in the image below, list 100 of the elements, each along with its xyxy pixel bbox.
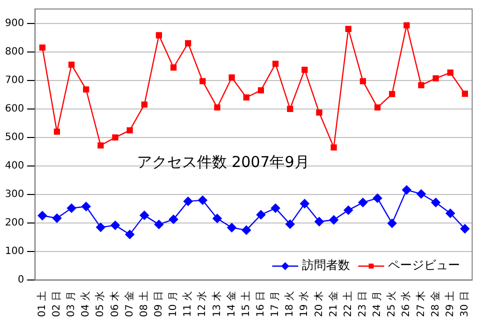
x-tick-label: 13 木 [210,291,223,318]
point [212,214,222,224]
point [432,75,439,82]
point [170,64,177,71]
point [66,204,76,213]
point [68,62,75,68]
x-tick-label: 07 金 [123,291,136,318]
point [462,90,468,97]
x-tick-label: 15 土 [240,291,252,318]
point [168,214,178,224]
x-tick-label: 02 日 [52,291,63,318]
point [270,204,280,213]
y-tick-label: 800 [4,46,24,58]
point [329,215,338,224]
x-tick-label: 27 木 [414,291,427,318]
x-tick-label: 21 金 [327,291,340,318]
x-tick-label: 24 月 [372,291,384,318]
point [110,220,120,230]
point [54,128,60,135]
point [126,127,133,134]
point [83,86,90,93]
point [431,198,440,208]
point [285,220,295,229]
y-tick-label: 500 [4,132,24,144]
x-tick-label: 11 火 [182,291,194,318]
y-tick-label: 900 [4,18,24,29]
point [154,220,164,230]
point [316,110,322,116]
point [402,185,412,195]
x-tick-label: 08 土 [138,291,150,318]
y-tick-label: 200 [4,218,24,229]
point [228,74,235,81]
point [183,196,193,206]
point [387,218,397,228]
point [344,206,353,215]
point [314,216,324,226]
x-tick-label: 28 金 [429,291,442,318]
point [447,70,454,76]
point [227,222,236,232]
point [374,104,381,111]
y-tick-label: 400 [4,160,24,172]
x-tick-label: 29 土 [444,291,456,318]
point [300,199,310,208]
y-tick-label: 700 [4,74,24,86]
point [286,106,294,112]
x-tick-label: 23 日 [358,291,369,318]
point [256,210,266,220]
x-tick-label: 03 月 [66,291,78,318]
point [39,44,46,51]
x-tick-label: 18 火 [284,291,296,318]
x-tick-label: 06 木 [108,291,121,318]
point [200,78,206,84]
x-tick-label: 17 月 [270,291,282,318]
x-tick-label: 30 日 [460,291,471,318]
point [360,78,366,84]
x-tick-label: 10 月 [168,291,180,318]
x-tick-label: 26 水 [400,291,412,318]
point [38,211,47,220]
point [112,134,118,140]
point [372,194,382,203]
y-tick-label: 0 [18,274,24,286]
x-tick-label: 14 金 [225,291,238,318]
point [140,210,149,220]
point [156,32,162,38]
x-tick-label: 16 日 [256,291,267,318]
legend-label: ページビュー [388,258,460,272]
point [98,142,104,148]
point [185,40,192,46]
y-tick-label: 100 [4,246,24,258]
x-tick-label: 04 火 [80,291,92,318]
text: アクセス件数 2007年9月 [136,152,310,171]
point [258,87,264,94]
y-tick-label: 300 [4,189,24,200]
point [418,82,424,88]
x-tick-label: 25 火 [386,291,398,318]
x-tick-label: 09 日 [154,291,165,318]
x-tick-label: 20 木 [312,291,325,318]
x-tick-label: 01 土 [36,291,48,318]
point [242,226,251,235]
legend-label: 訪問者数 [302,258,350,272]
x-tick-label: 12 水 [196,291,208,318]
point [272,60,279,67]
point [141,102,148,108]
point [388,90,396,98]
point [358,198,368,208]
point [96,222,106,232]
point [460,224,470,234]
x-tick-label: 22 土 [342,291,354,318]
point [404,22,410,28]
x-tick-label: 19 水 [298,291,310,318]
point [243,94,250,101]
x-tick-label: 05 水 [94,291,106,318]
point [302,66,308,73]
point [416,189,426,199]
point [81,202,91,212]
point [52,214,62,223]
point [330,144,337,150]
point [446,208,455,218]
y-tick-label: 600 [4,103,24,114]
point [345,26,352,32]
